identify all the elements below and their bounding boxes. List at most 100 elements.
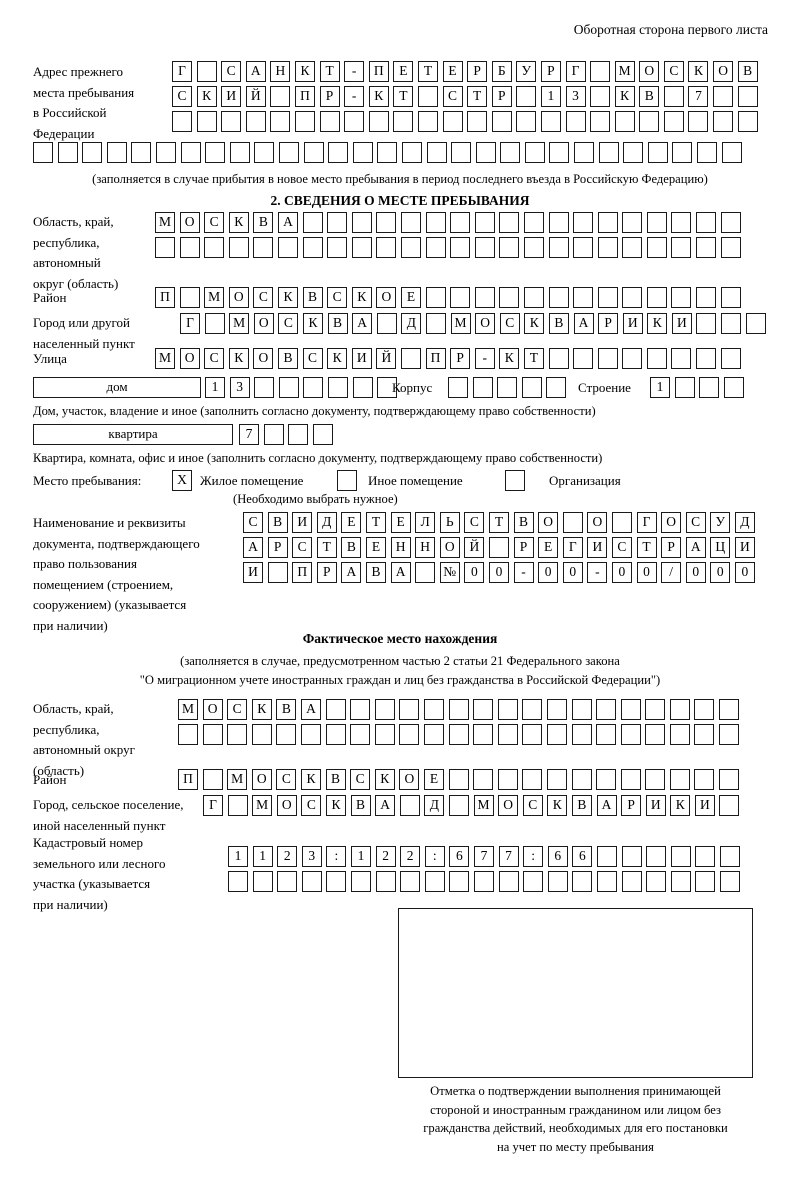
document-cell-r2-1[interactable]: А [243,537,263,558]
prev-address-cell-r3-10[interactable] [393,111,414,132]
document-cell-r1-14[interactable] [562,512,583,533]
document-cell-r3-18[interactable]: / [661,562,682,583]
district-cell-20[interactable] [622,287,643,308]
house-cell-1[interactable]: 1 [205,377,225,398]
street-cell-13[interactable]: Р [450,348,471,369]
district-cell-3[interactable]: М [204,287,225,308]
actual-region-cell-r1-15[interactable] [522,699,543,720]
district-cell-23[interactable] [696,287,717,308]
prev-address-cell-r4-29[interactable] [721,142,742,163]
document-cell-r3-16[interactable]: 0 [611,562,632,583]
city-cell-1[interactable]: Г [180,313,200,334]
actual-city-cell-21[interactable]: И [694,795,715,816]
prev-address-cell-r2-15[interactable] [516,86,537,107]
street-cell-2[interactable]: О [179,348,200,369]
street-cell-6[interactable]: В [277,348,298,369]
district-cell-17[interactable] [548,287,569,308]
document-cell-r1-17[interactable]: Г [636,512,657,533]
document-cell-r3-10[interactable]: 0 [464,562,485,583]
prev-address-cell-r1-21[interactable]: С [663,61,684,82]
prev-address-cell-r3-20[interactable] [639,111,660,132]
prev-address-cell-r4-27[interactable] [672,142,693,163]
actual-city-cell-7[interactable]: В [350,795,371,816]
actual-region-cell-r1-14[interactable] [497,699,518,720]
actual-region-cell-r1-1[interactable]: М [178,699,198,720]
document-cell-r2-15[interactable]: И [587,537,608,558]
prev-address-cell-r4-5[interactable] [131,142,152,163]
document-cell-r2-8[interactable]: Н [415,537,436,558]
prev-address-cell-r4-11[interactable] [278,142,299,163]
city-cell-15[interactable]: К [524,313,545,334]
prev-address-cell-r1-16[interactable]: Р [540,61,561,82]
street-cell-14[interactable]: - [474,348,495,369]
house-cell-3[interactable] [254,377,275,398]
prev-address-cell-r3-13[interactable] [467,111,488,132]
stroenie-cell-2[interactable] [674,377,695,398]
document-cell-r3-1[interactable]: И [243,562,263,583]
actual-city-cell-8[interactable]: А [375,795,396,816]
actual-district-cell-15[interactable] [522,769,543,790]
prev-address-cell-r1-12[interactable]: Е [442,61,463,82]
document-cell-r2-21[interactable]: И [734,537,755,558]
document-cell-r3-15[interactable]: - [587,562,608,583]
city-cell-18[interactable]: Р [598,313,619,334]
prev-address-cell-r3-5[interactable] [270,111,291,132]
prev-address-cell-r2-22[interactable]: 7 [688,86,709,107]
district-cell-6[interactable]: К [277,287,298,308]
actual-city-cell-14[interactable]: С [522,795,543,816]
actual-region-row-2[interactable] [178,724,740,745]
document-cell-r1-18[interactable]: О [661,512,682,533]
actual-district-cell-13[interactable] [473,769,494,790]
actual-region-cell-r2-16[interactable] [546,724,567,745]
actual-region-cell-r1-9[interactable] [374,699,395,720]
korpus-cell-4[interactable] [521,377,542,398]
prev-address-cell-r1-8[interactable]: - [344,61,365,82]
prev-address-cell-r4-20[interactable] [500,142,521,163]
actual-city-cell-20[interactable]: К [670,795,691,816]
korpus-cells[interactable] [448,377,567,398]
document-cell-r2-10[interactable]: Й [464,537,485,558]
prev-address-cell-r2-20[interactable]: В [639,86,660,107]
prev-address-cell-r3-24[interactable] [737,111,758,132]
document-cell-r1-1[interactable]: С [243,512,263,533]
document-cell-r2-2[interactable]: Р [267,537,288,558]
city-cell-20[interactable]: К [647,313,668,334]
prev-address-cell-r3-3[interactable] [221,111,242,132]
city-cell-10[interactable]: Д [401,313,422,334]
prev-address-cell-r4-9[interactable] [229,142,250,163]
prev-address-cell-r1-13[interactable]: Р [467,61,488,82]
prev-address-cell-r4-10[interactable] [254,142,275,163]
prev-address-cell-r2-21[interactable] [663,86,684,107]
district-cell-22[interactable] [671,287,692,308]
prev-address-cell-r1-18[interactable] [590,61,611,82]
actual-region-cell-r1-12[interactable] [448,699,469,720]
prev-address-cell-r4-1[interactable] [33,142,53,163]
prev-address-cell-r4-3[interactable] [82,142,103,163]
region-cell-r1-4[interactable]: К [228,212,249,233]
cadastral-cell-r2-6[interactable] [350,871,371,892]
actual-city-cell-4[interactable]: О [276,795,297,816]
cadastral-cell-r2-7[interactable] [375,871,396,892]
actual-district-cell-4[interactable]: О [251,769,272,790]
street-cell-12[interactable]: П [425,348,446,369]
document-cell-r3-13[interactable]: 0 [538,562,559,583]
document-cell-r2-20[interactable]: Ц [710,537,731,558]
cadastral-cell-r1-6[interactable]: 1 [350,846,371,867]
flat-cell-4[interactable] [312,424,333,445]
district-cell-11[interactable]: Е [400,287,421,308]
actual-region-cell-r1-19[interactable] [620,699,641,720]
document-cell-r3-2[interactable] [267,562,288,583]
document-cell-r2-4[interactable]: Т [316,537,337,558]
prev-address-cell-r4-7[interactable] [180,142,201,163]
region-cell-r1-12[interactable] [425,212,446,233]
region-cell-r2-17[interactable] [548,237,569,258]
prev-address-cell-r3-11[interactable] [417,111,438,132]
region-cell-r2-20[interactable] [622,237,643,258]
actual-region-cell-r2-13[interactable] [473,724,494,745]
prev-address-cell-r1-17[interactable]: Г [565,61,586,82]
region-cell-r1-2[interactable]: О [179,212,200,233]
